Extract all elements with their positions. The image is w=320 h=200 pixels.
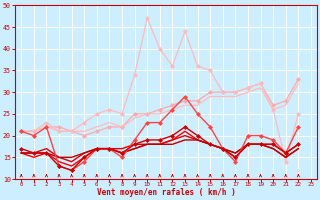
X-axis label: Vent moyen/en rafales ( km/h ): Vent moyen/en rafales ( km/h ): [97, 188, 236, 197]
